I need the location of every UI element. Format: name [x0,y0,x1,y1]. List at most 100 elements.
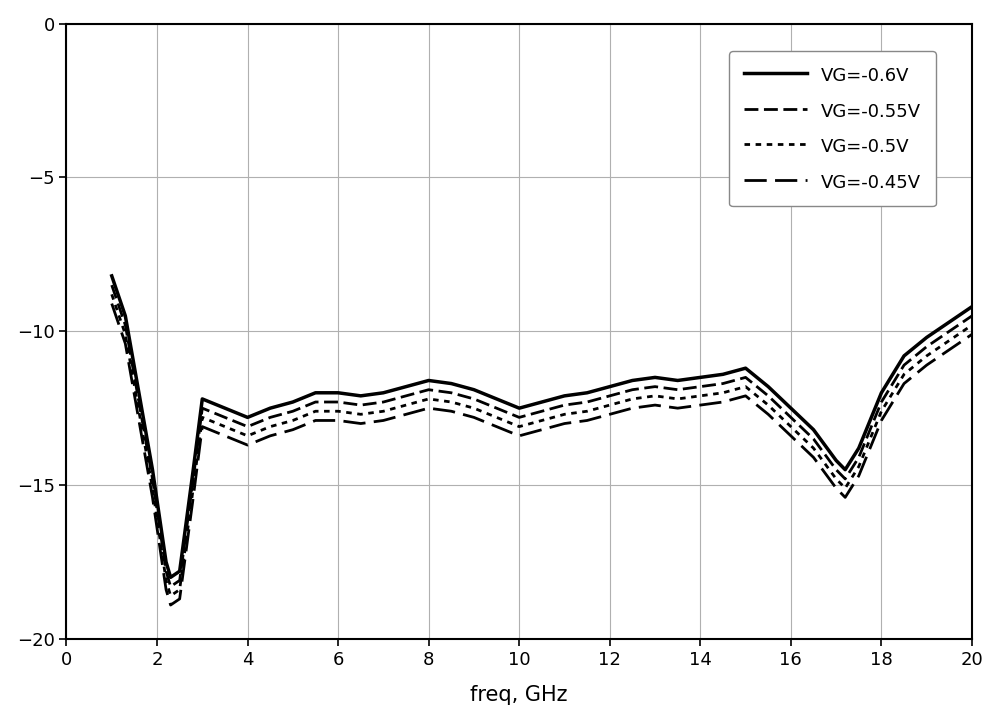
VG=-0.6V [160,557,172,566]
VG=-0.55V [581,398,593,406]
VG=-0.6V [146,466,158,474]
VG=-0.55V [740,373,752,382]
VG=-0.5V [694,391,706,400]
VG=-0.55V [264,413,276,422]
VG=-0.45V [581,416,593,425]
VG=-0.6V [242,413,254,422]
VG=-0.55V [219,413,231,422]
VG=-0.5V [242,432,254,440]
VG=-0.55V [146,474,158,483]
Legend: VG=-0.6V, VG=-0.55V, VG=-0.5V, VG=-0.45V: VG=-0.6V, VG=-0.55V, VG=-0.5V, VG=-0.45V [729,51,936,206]
VG=-0.6V [694,373,706,382]
VG=-0.55V [196,404,208,412]
VG=-0.45V [785,432,797,440]
VG=-0.5V [898,370,910,378]
VG=-0.55V [151,505,163,514]
VG=-0.6V [400,383,412,391]
VG=-0.55V [785,413,797,422]
VG=-0.6V [830,456,842,465]
VG=-0.6V [119,312,131,321]
VG=-0.6V [807,425,819,434]
VG=-0.55V [309,398,321,406]
VG=-0.5V [604,401,616,409]
VG=-0.55V [649,383,661,391]
VG=-0.55V [943,327,955,336]
VG=-0.45V [355,419,367,428]
VG=-0.5V [332,407,344,416]
VG=-0.5V [146,484,158,492]
VG=-0.55V [287,407,299,416]
VG=-0.45V [133,416,145,425]
VG=-0.6V [717,370,729,378]
VG=-0.45V [740,391,752,400]
VG=-0.6V [785,404,797,412]
VG=-0.45V [196,422,208,431]
VG=-0.55V [242,422,254,431]
VG=-0.45V [853,471,865,480]
VG=-0.45V [287,425,299,434]
VG=-0.45V [242,440,254,449]
VG=-0.5V [445,398,457,406]
VG=-0.6V [355,391,367,400]
VG=-0.6V [581,388,593,397]
VG=-0.45V [694,401,706,409]
VG=-0.45V [146,493,158,502]
VG=-0.5V [649,391,661,400]
VG=-0.6V [672,376,684,385]
VG=-0.55V [332,398,344,406]
VG=-0.6V [536,398,548,406]
VG=-0.55V [513,413,525,422]
VG=-0.6V [445,379,457,388]
VG=-0.45V [839,493,851,502]
VG=-0.55V [807,435,819,443]
VG=-0.45V [672,404,684,412]
VG=-0.6V [626,376,638,385]
VG=-0.45V [513,432,525,440]
VG=-0.45V [264,432,276,440]
VG=-0.55V [468,395,480,404]
VG=-0.6V [558,391,570,400]
VG=-0.55V [119,321,131,329]
VG=-0.45V [106,299,118,308]
VG=-0.6V [491,395,503,404]
VG=-0.55V [966,312,978,321]
VG=-0.5V [106,290,118,299]
VG=-0.55V [536,407,548,416]
VG=-0.5V [581,407,593,416]
VG=-0.55V [839,474,851,483]
VG=-0.6V [106,271,118,280]
VG=-0.5V [423,395,435,404]
VG=-0.6V [264,404,276,412]
VG=-0.45V [717,398,729,406]
VG=-0.55V [156,536,168,545]
VG=-0.6V [921,333,933,342]
VG=-0.6V [174,567,186,575]
VG=-0.5V [400,401,412,409]
VG=-0.55V [830,466,842,474]
VG=-0.55V [377,398,389,406]
VG=-0.45V [332,416,344,425]
VG=-0.6V [875,388,887,397]
VG=-0.5V [151,515,163,523]
VG=-0.55V [672,386,684,394]
VG=-0.45V [921,361,933,370]
VG=-0.55V [898,361,910,370]
VG=-0.5V [513,422,525,431]
VG=-0.6V [649,373,661,382]
Line: VG=-0.45V: VG=-0.45V [112,303,972,605]
VG=-0.6V [423,376,435,385]
VG=-0.55V [106,281,118,290]
VG=-0.6V [151,496,163,505]
VG=-0.5V [264,422,276,431]
VG=-0.5V [156,545,168,554]
VG=-0.5V [853,462,865,471]
VG=-0.55V [875,398,887,406]
VG=-0.5V [626,395,638,404]
VG=-0.5V [830,474,842,483]
VG=-0.45V [468,413,480,422]
VG=-0.55V [762,391,774,400]
VG=-0.6V [156,527,168,536]
VG=-0.6V [898,352,910,360]
VG=-0.6V [196,395,208,404]
VG=-0.45V [156,554,168,563]
